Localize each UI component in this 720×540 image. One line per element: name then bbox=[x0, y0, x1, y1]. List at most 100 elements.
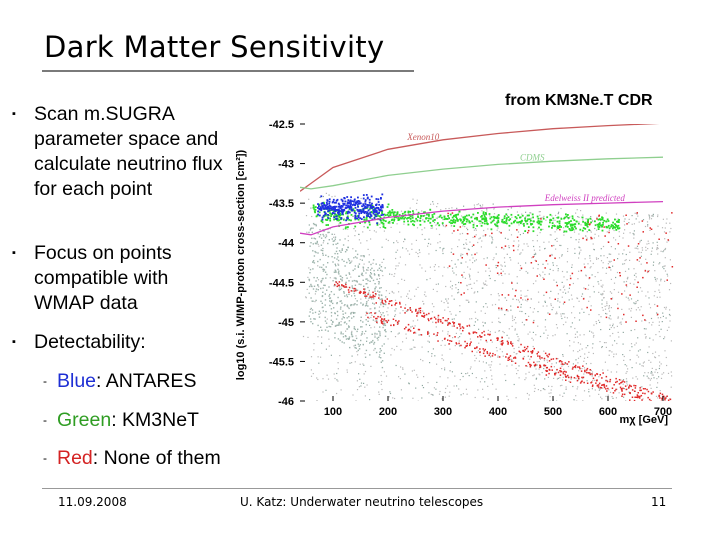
scatter-point-grey bbox=[397, 322, 400, 324]
scatter-point-grey bbox=[383, 343, 385, 345]
scatter-point-grey bbox=[647, 372, 649, 374]
scatter-point-green bbox=[601, 225, 603, 228]
scatter-point-grey bbox=[356, 257, 358, 259]
scatter-point-grey bbox=[365, 283, 367, 285]
scatter-point-grey bbox=[312, 268, 314, 270]
scatter-point-red bbox=[336, 285, 338, 288]
scatter-point-grey bbox=[321, 295, 324, 298]
scatter-point-grey bbox=[317, 378, 319, 381]
scatter-point-grey bbox=[371, 277, 373, 279]
scatter-point-grey bbox=[377, 339, 379, 341]
scatter-point-grey bbox=[319, 234, 322, 236]
scatter-point-grey bbox=[631, 367, 633, 369]
scatter-point-blue bbox=[357, 214, 360, 217]
scatter-point-blue bbox=[356, 203, 359, 206]
scatter-point-green bbox=[484, 212, 487, 214]
scatter-point-grey bbox=[621, 308, 623, 310]
scatter-point-grey bbox=[657, 225, 659, 227]
curve-label-cdms: CDMS bbox=[520, 152, 545, 162]
scatter-point-green bbox=[388, 211, 391, 214]
scatter-point-grey bbox=[337, 314, 339, 317]
scatter-point-red bbox=[417, 312, 419, 315]
scatter-point-green bbox=[423, 220, 426, 223]
scatter-point-red bbox=[588, 277, 591, 279]
scatter-point-grey bbox=[516, 373, 518, 375]
scatter-point-grey bbox=[580, 224, 582, 226]
scatter-point-red bbox=[664, 397, 666, 399]
scatter-point-grey bbox=[558, 257, 561, 259]
scatter-point-grey bbox=[665, 396, 667, 398]
scatter-point-green bbox=[368, 208, 371, 211]
scatter-point-green bbox=[514, 219, 517, 222]
scatter-point-grey bbox=[511, 317, 514, 319]
scatter-point-grey bbox=[386, 311, 388, 313]
scatter-point-grey bbox=[370, 341, 372, 343]
scatter-point-grey bbox=[561, 365, 563, 367]
scatter-point-grey bbox=[652, 374, 654, 376]
scatter-point-grey bbox=[412, 339, 414, 341]
scatter-point-green bbox=[536, 215, 539, 218]
scatter-point-grey bbox=[579, 251, 581, 253]
scatter-point-red bbox=[497, 265, 499, 267]
scatter-point-blue bbox=[334, 210, 337, 213]
scatter-point-grey bbox=[598, 314, 600, 316]
scatter-point-grey bbox=[478, 328, 480, 330]
scatter-point-grey bbox=[628, 308, 630, 310]
scatter-point-grey bbox=[615, 397, 617, 399]
scatter-point-grey bbox=[448, 207, 450, 210]
scatter-point-grey bbox=[336, 247, 338, 249]
scatter-point-grey bbox=[366, 384, 368, 386]
scatter-point-grey bbox=[576, 388, 578, 390]
scatter-point-grey bbox=[513, 348, 515, 350]
scatter-point-grey bbox=[658, 324, 660, 326]
scatter-point-grey bbox=[529, 331, 531, 333]
scatter-point-grey bbox=[337, 271, 340, 274]
scatter-point-red bbox=[396, 321, 399, 323]
scatter-point-grey bbox=[364, 353, 366, 355]
scatter-point-red bbox=[621, 293, 623, 295]
scatter-point-grey bbox=[379, 291, 381, 293]
scatter-point-blue bbox=[347, 199, 350, 201]
scatter-point-green bbox=[542, 217, 545, 220]
scatter-point-green bbox=[472, 224, 475, 226]
scatter-point-grey bbox=[440, 344, 442, 346]
scatter-point-grey bbox=[402, 341, 404, 343]
scatter-point-grey bbox=[618, 235, 621, 237]
scatter-point-grey bbox=[457, 246, 459, 248]
scatter-point-grey bbox=[447, 322, 449, 324]
scatter-point-grey bbox=[370, 263, 372, 266]
scatter-point-grey bbox=[482, 235, 484, 237]
x-tick-label: 700 bbox=[654, 406, 672, 418]
scatter-point-red bbox=[576, 375, 579, 378]
scatter-point-green bbox=[497, 214, 500, 216]
scatter-point-grey bbox=[378, 393, 380, 395]
scatter-point-blue bbox=[341, 205, 344, 208]
scatter-point-grey bbox=[377, 281, 380, 283]
scatter-point-grey bbox=[376, 278, 378, 280]
y-tick-label: -45.5 bbox=[269, 356, 294, 368]
scatter-point-grey bbox=[387, 338, 389, 340]
scatter-point-red bbox=[659, 397, 661, 399]
scatter-point-grey bbox=[317, 336, 319, 338]
scatter-point-blue bbox=[318, 214, 321, 217]
scatter-point-grey bbox=[350, 312, 352, 314]
scatter-point-grey bbox=[554, 239, 556, 241]
scatter-point-red bbox=[470, 341, 472, 343]
scatter-point-grey bbox=[380, 314, 383, 316]
scatter-point-grey bbox=[563, 392, 565, 394]
scatter-point-red bbox=[390, 300, 393, 302]
scatter-point-grey bbox=[654, 278, 657, 280]
scatter-point-grey bbox=[482, 388, 484, 390]
scatter-point-grey bbox=[564, 363, 566, 365]
scatter-point-green bbox=[464, 223, 467, 225]
scatter-point-grey bbox=[450, 361, 452, 363]
scatter-point-grey bbox=[622, 383, 624, 385]
scatter-point-grey bbox=[591, 274, 593, 276]
scatter-point-red bbox=[385, 301, 387, 303]
scatter-point-grey bbox=[348, 336, 351, 338]
scatter-point-red bbox=[461, 257, 463, 259]
scatter-point-grey bbox=[517, 336, 519, 338]
scatter-point-red bbox=[664, 399, 666, 401]
scatter-point-grey bbox=[352, 290, 354, 292]
scatter-point-grey bbox=[365, 330, 367, 332]
